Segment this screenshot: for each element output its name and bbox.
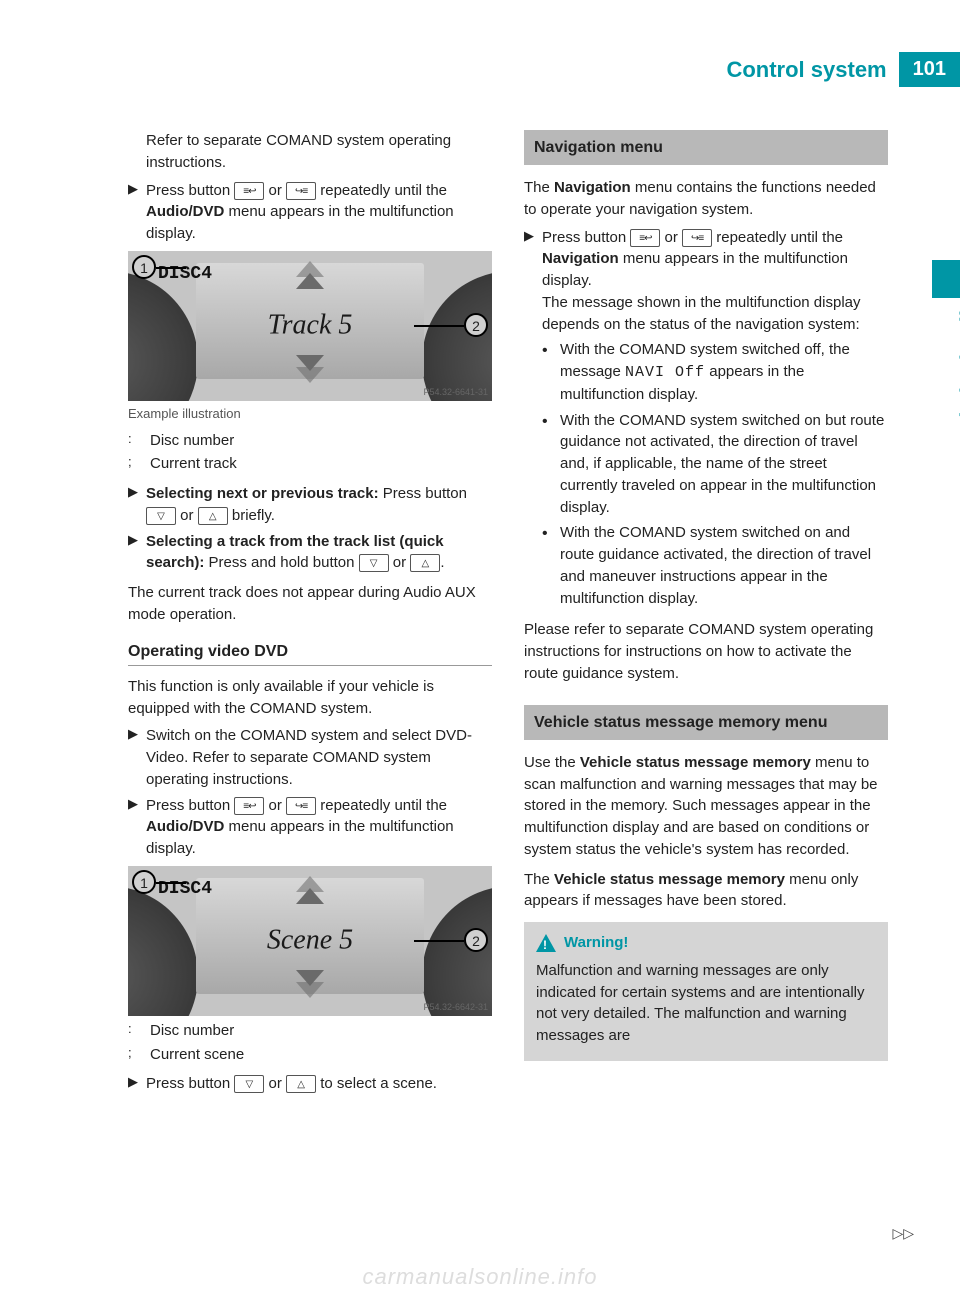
left-key-icon	[630, 229, 660, 247]
subheading-video-dvd: Operating video DVD	[128, 640, 492, 666]
dvd-intro: This function is only available if your …	[128, 676, 492, 720]
vsm-intro: Use the Vehicle status message memory me…	[524, 752, 888, 861]
track-label: Track 5	[268, 305, 353, 346]
right-column: Navigation menu The Navigation menu cont…	[524, 130, 888, 1099]
legend-row: ; Current track	[128, 453, 492, 475]
right-key-icon	[682, 229, 712, 247]
watermark: carmanualsonline.info	[362, 1264, 597, 1290]
down-key-icon	[146, 507, 176, 525]
side-tab	[932, 260, 960, 298]
nav-intro: The Navigation menu contains the functio…	[524, 177, 888, 221]
step-nav-press: ▶ Press button or repeatedly until the N…	[524, 227, 888, 336]
section-navigation-menu: Navigation menu	[524, 130, 888, 165]
step-marker: ▶	[128, 180, 146, 245]
note-text: The current track does not appear during…	[128, 582, 492, 626]
illus-caption: Example illustration	[128, 405, 492, 424]
warning-icon	[536, 934, 556, 952]
legend-row: ; Current scene	[128, 1044, 492, 1066]
page-number: 101	[899, 52, 960, 87]
left-column: Refer to separate COMAND system operatin…	[128, 130, 492, 1099]
up-key-icon	[410, 554, 440, 572]
disc-label: DISC4	[158, 876, 212, 902]
step-press-audio: ▶ Press button or repeatedly until the A…	[128, 180, 492, 245]
step-dvd-select-scene: ▶ Press button or to select a scene.	[128, 1073, 492, 1095]
legend-row: : Disc number	[128, 430, 492, 452]
nav-bullet-on-noguide: • With the COMAND system switched on but…	[524, 410, 888, 519]
step-dvd-switch: ▶ Switch on the COMAND system and select…	[128, 725, 492, 790]
right-key-icon	[286, 182, 316, 200]
section-title: Control system	[726, 57, 886, 83]
nav-bullet-off: • With the COMAND system switched off, t…	[524, 339, 888, 405]
continue-indicator: ▷▷	[892, 1225, 914, 1242]
legend-row: : Disc number	[128, 1020, 492, 1042]
step-dvd-press: ▶ Press button or repeatedly until the A…	[128, 795, 492, 860]
illustration-dvd-scene: DISC4 Scene 5 1 2 P54.32-6642-31	[128, 866, 492, 1016]
step-quick-search: ▶ Selecting a track from the track list …	[128, 531, 492, 575]
down-key-icon	[234, 1075, 264, 1093]
warning-box: Warning! Malfunction and warning message…	[524, 922, 888, 1061]
callout-1: 1	[132, 255, 156, 279]
up-key-icon	[286, 1075, 316, 1093]
page-header: Control system 101	[726, 52, 960, 87]
warning-title: Warning!	[564, 932, 628, 954]
intro-text: Refer to separate COMAND system operatin…	[128, 130, 492, 174]
section-vsm-menu: Vehicle status message memory menu	[524, 705, 888, 740]
side-label: Controls in detail	[956, 310, 960, 490]
right-key-icon	[286, 797, 316, 815]
down-key-icon	[359, 554, 389, 572]
left-key-icon	[234, 182, 264, 200]
illus-code: P54.32-6641-31	[423, 386, 488, 399]
left-key-icon	[234, 797, 264, 815]
warning-body: Malfunction and warning messages are onl…	[536, 960, 876, 1047]
callout-1: 1	[132, 870, 156, 894]
disc-label: DISC4	[158, 261, 212, 287]
illus-code: P54.32-6642-31	[423, 1001, 488, 1014]
nav-refer: Please refer to separate COMAND system o…	[524, 619, 888, 684]
scene-label: Scene 5	[267, 920, 353, 961]
callout-2: 2	[464, 928, 488, 952]
step-select-track: ▶ Selecting next or previous track: Pres…	[128, 483, 492, 527]
up-key-icon	[198, 507, 228, 525]
nav-bullet-on-guide: • With the COMAND system switched on and…	[524, 522, 888, 609]
vsm-appears: The Vehicle status message memory menu o…	[524, 869, 888, 913]
illustration-audio-track: DISC4 Track 5 1 2 P54.32-6641-31	[128, 251, 492, 401]
callout-2: 2	[464, 313, 488, 337]
